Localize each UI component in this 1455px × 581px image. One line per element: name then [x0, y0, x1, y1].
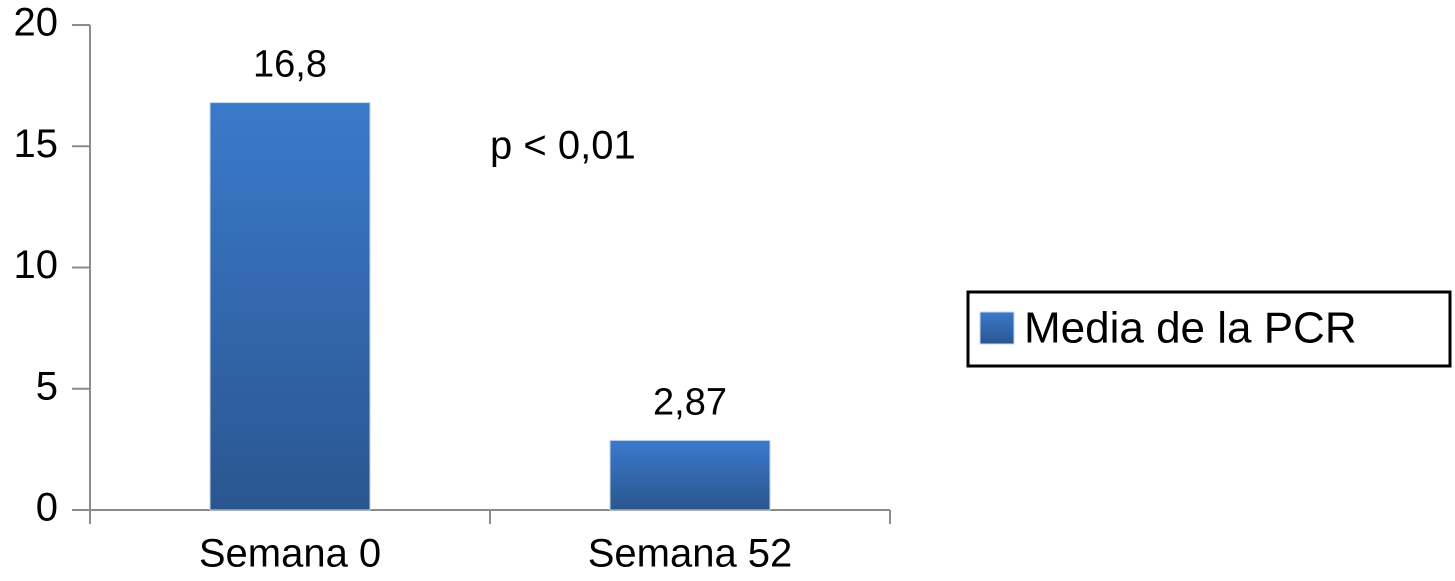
- legend-label: Media de la PCR: [1024, 304, 1357, 353]
- value-label: 16,8: [253, 44, 327, 86]
- y-tick-label: 5: [36, 364, 58, 408]
- value-label: 2,87: [653, 381, 727, 423]
- x-tick-label: Semana 0: [199, 532, 381, 576]
- bar: [209, 102, 371, 511]
- y-tick-label: 20: [14, 1, 59, 45]
- x-tick-label: Semana 52: [588, 532, 793, 576]
- annotation: p < 0,01: [490, 124, 636, 168]
- y-tick-label: 0: [36, 486, 58, 530]
- legend-swatch: [979, 311, 1015, 345]
- y-tick-label: 10: [14, 243, 59, 287]
- legend-box: [966, 290, 1452, 368]
- y-tick-label: 15: [14, 122, 59, 166]
- bar: [609, 439, 771, 511]
